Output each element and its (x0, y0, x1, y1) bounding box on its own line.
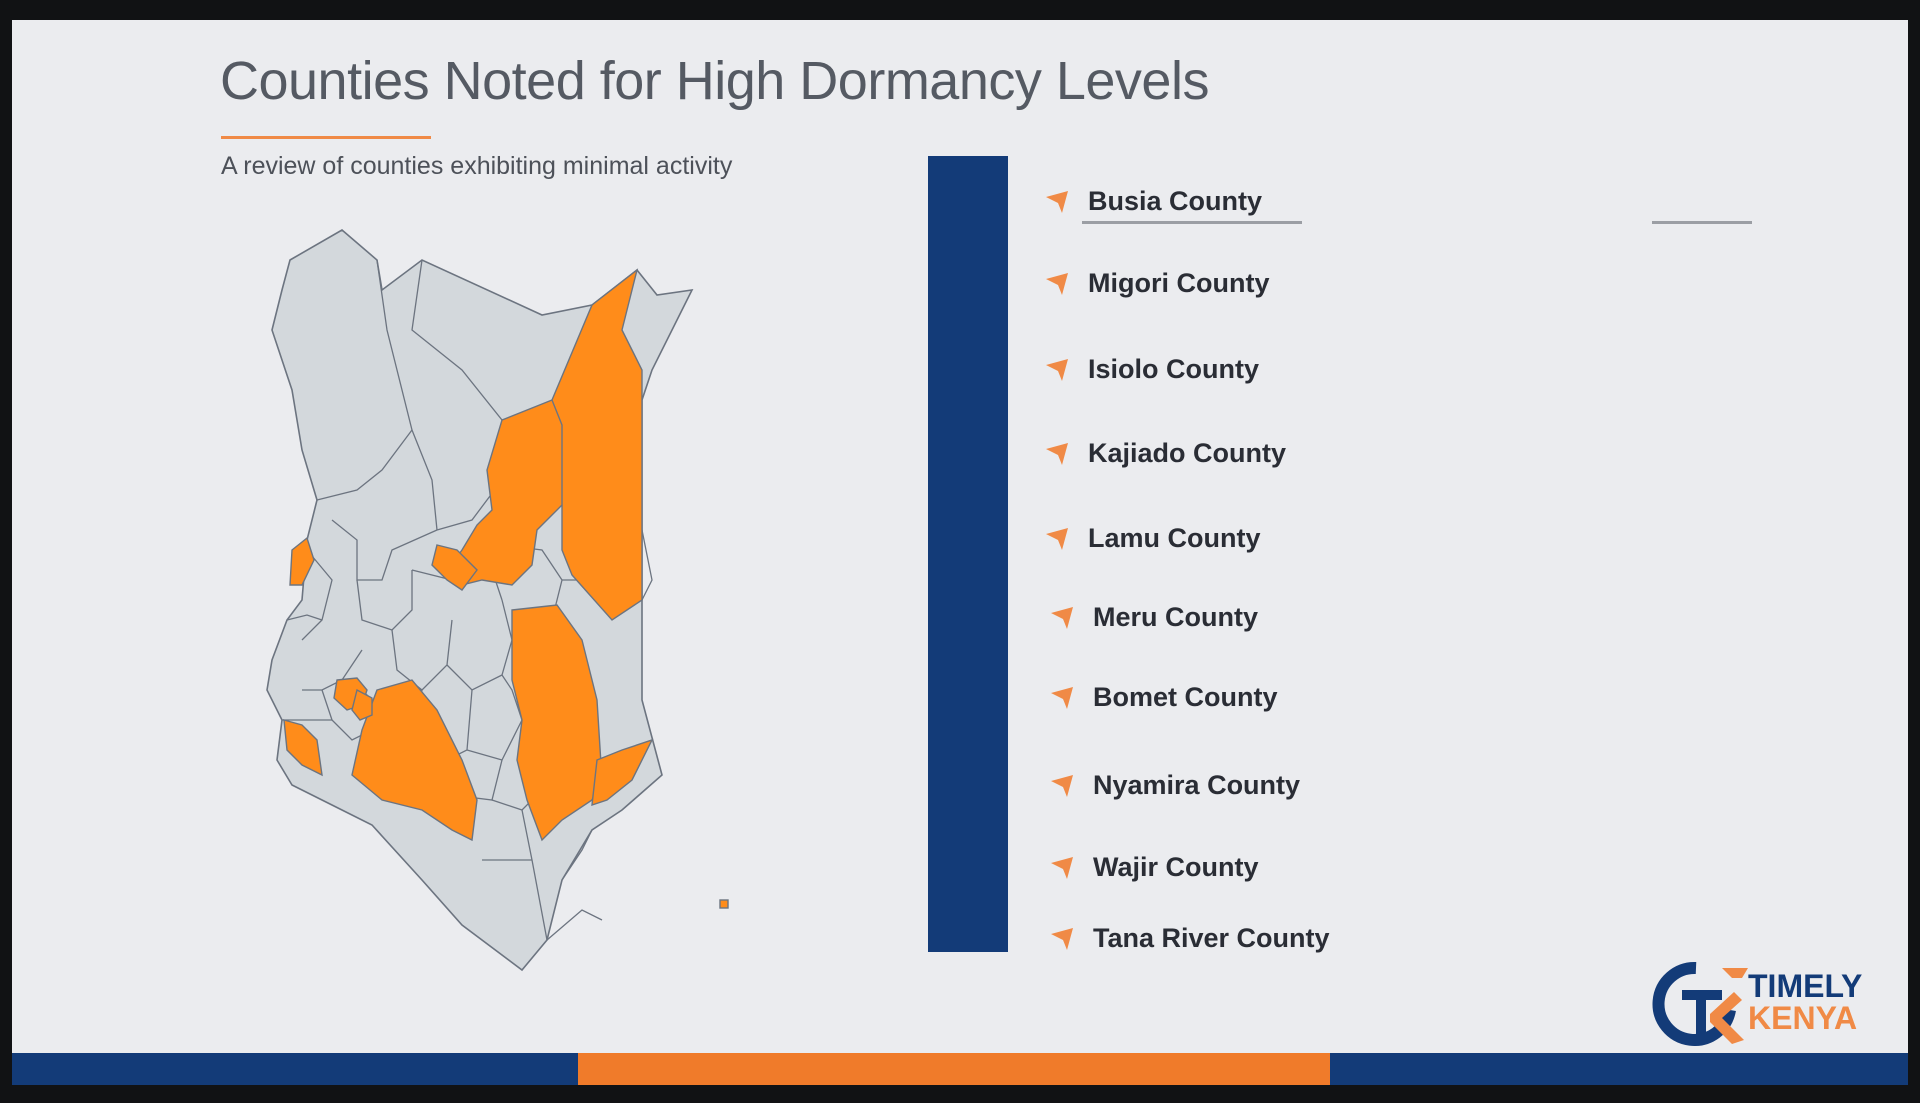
footer-segment-orange (578, 1053, 1330, 1085)
slide-subtitle: A review of counties exhibiting minimal … (221, 152, 733, 180)
list-item-migori: Migori County (1042, 268, 1269, 299)
vertical-accent-bar (928, 156, 1008, 952)
county-region-busia (289, 536, 315, 586)
tk-monogram-icon (1652, 961, 1748, 1046)
county-region-lamu (591, 738, 654, 807)
list-item-label: Nyamira County (1093, 770, 1301, 800)
title-underline (221, 136, 431, 139)
list-item-label: Bomet County (1093, 682, 1278, 712)
county-region-kajiado (351, 679, 478, 842)
logo-line-2: KENYA (1748, 1000, 1858, 1036)
list-item-lamu: Lamu County (1042, 523, 1261, 554)
logo-wordmark: TIMELY KENYA (1748, 970, 1862, 1034)
list-item-label: Migori County (1088, 268, 1270, 298)
orange-arrow-icon (1051, 927, 1073, 950)
list-item-busia: Busia County (1042, 186, 1262, 217)
list-item-label: Kajiado County (1088, 438, 1287, 468)
kenya-county-map (266, 229, 729, 972)
list-item-label: Busia County (1088, 186, 1263, 216)
orange-arrow-icon (1046, 442, 1068, 465)
logo-line-1: TIMELY (1748, 968, 1863, 1004)
timely-kenya-logo: TIMELY KENYA (1652, 960, 1872, 1050)
list-item-label: Meru County (1093, 602, 1258, 632)
partial-text-artifact (1082, 221, 1302, 224)
list-item-label: Lamu County (1088, 523, 1261, 553)
list-item-label: Wajir County (1093, 852, 1259, 882)
orange-arrow-icon (1046, 527, 1068, 550)
list-item-isiolo: Isiolo County (1042, 354, 1259, 385)
orange-arrow-icon (1051, 606, 1073, 629)
orange-arrow-icon (1051, 774, 1073, 797)
footer-segment-navy-left (12, 1053, 578, 1085)
county-region-meru (431, 544, 478, 591)
orange-arrow-icon (1046, 358, 1068, 381)
list-item-label: Tana River County (1093, 923, 1330, 953)
county-region-migori (283, 719, 323, 777)
list-item-meru: Meru County (1047, 602, 1258, 633)
list-item-bomet: Bomet County (1047, 682, 1278, 713)
orange-arrow-icon (1051, 856, 1073, 879)
county-region-isiolo (446, 399, 563, 586)
county-region-bomet (351, 688, 373, 721)
orange-arrow-icon (1051, 686, 1073, 709)
orange-arrow-icon (1046, 190, 1068, 213)
list-item-tana-river: Tana River County (1047, 923, 1330, 954)
list-item-label: Isiolo County (1088, 354, 1259, 384)
orange-arrow-icon (1046, 272, 1068, 295)
highlighted-counties (283, 268, 729, 909)
list-item-nyamira: Nyamira County (1047, 770, 1300, 801)
partial-text-artifact (1652, 221, 1752, 224)
list-item-kajiado: Kajiado County (1042, 438, 1286, 469)
county-region-island (719, 899, 729, 909)
slide: Counties Noted for High Dormancy Levels … (12, 20, 1908, 1085)
footer-segment-navy-right (1330, 1053, 1908, 1085)
county-region-tana-river (511, 604, 603, 842)
list-item-wajir: Wajir County (1047, 852, 1259, 883)
footer-color-band (12, 1053, 1908, 1085)
slide-title: Counties Noted for High Dormancy Levels (220, 51, 1209, 111)
